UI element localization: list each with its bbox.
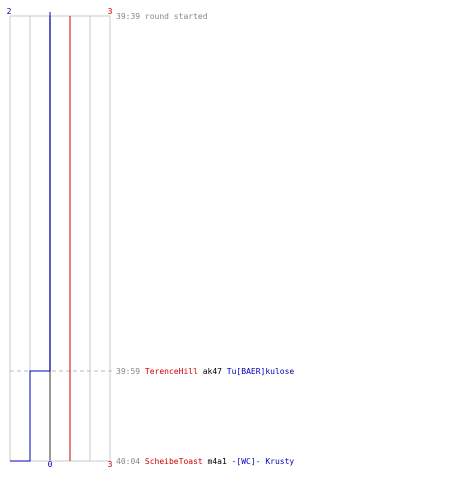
- event-killer: ScheibeToast: [145, 457, 203, 466]
- event-time: 40:04: [116, 457, 145, 466]
- event-time: 39:39: [116, 12, 145, 21]
- team-b-start-count: 3: [108, 7, 113, 16]
- event-label-2: 40:04 ScheibeToast m4a1 -[WC]- Krusty: [116, 457, 294, 466]
- player-count-grid: [9, 15, 111, 462]
- team-a-alive-line: [10, 12, 51, 462]
- team-a-start-count: 2: [7, 7, 12, 16]
- event-weapon: ak47: [198, 367, 227, 376]
- alive-count-series: [10, 12, 71, 462]
- event-label-1: 39:59 TerenceHill ak47 Tu[BAER]kulose: [116, 367, 294, 376]
- team-a-end-count: 0: [48, 460, 53, 469]
- event-weapon: m4a1: [203, 457, 232, 466]
- event-labels: 39:39 round started 39:59 TerenceHill ak4…: [116, 12, 294, 466]
- event-label-0: 39:39 round started: [116, 12, 208, 21]
- event-killer: TerenceHill: [145, 367, 198, 376]
- event-time: 39:59: [116, 367, 145, 376]
- team-b-end-count: 3: [108, 460, 113, 469]
- event-victim: Tu[BAER]kulose: [227, 367, 295, 376]
- event-victim: -[WC]- Krusty: [232, 457, 295, 466]
- event-text: round started: [145, 12, 208, 21]
